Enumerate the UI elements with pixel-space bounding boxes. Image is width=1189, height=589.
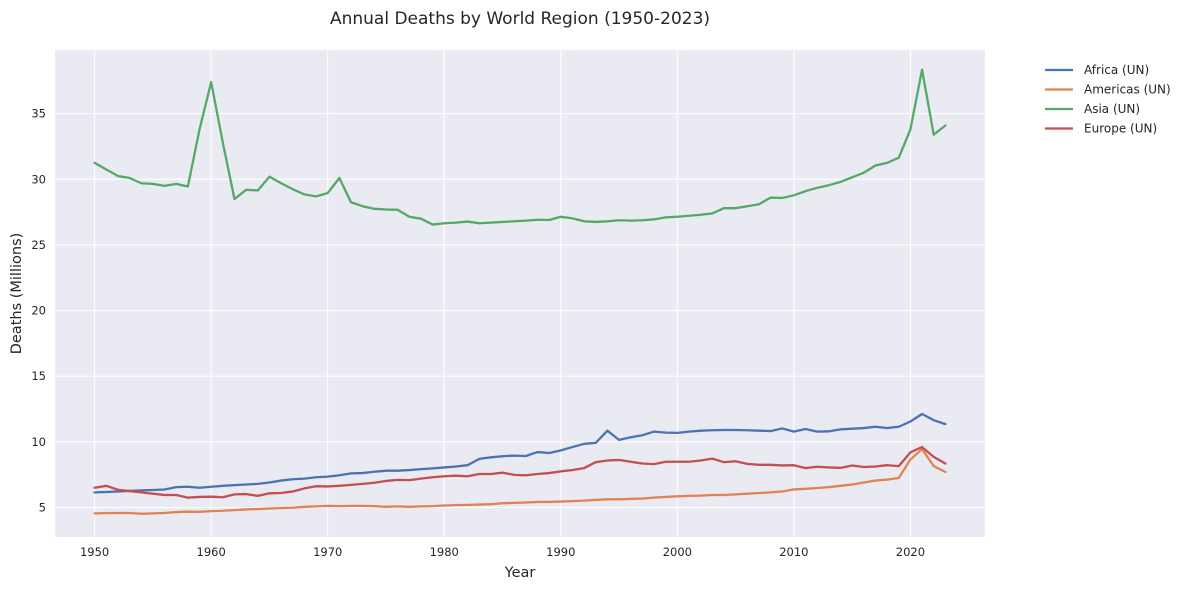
y-tick-label: 15: [31, 369, 46, 383]
legend-label: Africa (UN): [1084, 63, 1149, 77]
series-line: [93, 68, 947, 226]
x-axis-label: Year: [504, 565, 536, 581]
x-tick-label: 1950: [80, 545, 109, 559]
y-tick-label: 10: [31, 435, 46, 449]
y-axis-label: Deaths (Millions): [9, 233, 25, 355]
series-line: [93, 412, 947, 494]
y-axis-ticks: 5 10 15 20 25 30 35: [31, 107, 46, 515]
legend-item: Americas (UN): [1045, 83, 1171, 97]
x-axis-ticks: 1950 1960 1970 1980 1990 2000 2010 2020: [80, 545, 925, 559]
legend-label: Americas (UN): [1084, 83, 1171, 97]
series-lines: [93, 68, 947, 515]
legend-label: Europe (UN): [1084, 122, 1157, 136]
series-line: [93, 445, 947, 499]
x-tick-label: 2010: [779, 545, 808, 559]
plot-background: [55, 50, 985, 537]
y-tick-label: 35: [31, 107, 46, 121]
x-tick-label: 1960: [197, 545, 226, 559]
gridlines: [55, 50, 985, 537]
x-tick-label: 1970: [313, 545, 342, 559]
series-line: [93, 447, 947, 515]
legend-label: Asia (UN): [1084, 102, 1140, 116]
y-tick-label: 20: [31, 304, 46, 318]
legend-item: Africa (UN): [1045, 63, 1149, 77]
y-tick-label: 5: [39, 500, 46, 514]
y-tick-label: 25: [31, 238, 46, 252]
x-tick-label: 1980: [430, 545, 459, 559]
y-tick-label: 30: [31, 172, 46, 186]
chart-title: Annual Deaths by World Region (1950-2023…: [330, 9, 710, 29]
legend-item: Europe (UN): [1045, 122, 1157, 136]
legend: Africa (UN) Americas (UN) Asia (UN) Europe …: [1045, 63, 1171, 136]
legend-item: Asia (UN): [1045, 102, 1140, 116]
x-tick-label: 2020: [896, 545, 925, 559]
x-tick-label: 1990: [546, 545, 575, 559]
x-tick-label: 2000: [663, 545, 692, 559]
